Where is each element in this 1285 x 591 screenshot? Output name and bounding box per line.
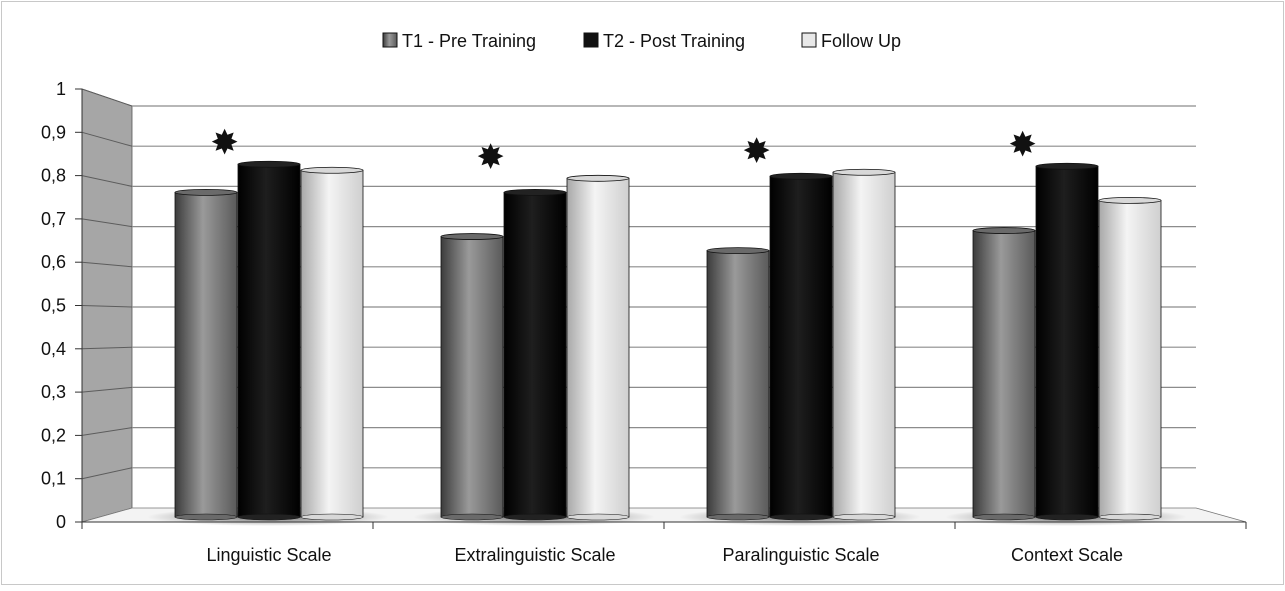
y-tick-label: 0,1 — [41, 469, 66, 489]
bar — [300, 169, 364, 518]
y-tick-label: 0,9 — [41, 122, 66, 142]
y-tick-label: 0,7 — [41, 209, 66, 229]
bar-cap — [972, 227, 1036, 234]
gridline-side — [81, 218, 133, 228]
legend-swatch — [583, 32, 599, 48]
gridline-side — [81, 261, 133, 268]
bar-cap — [1035, 162, 1099, 170]
bar-base — [1098, 513, 1162, 521]
bar-cap — [566, 174, 630, 182]
gridline-side — [81, 88, 133, 107]
bar-cap — [174, 188, 238, 196]
bar — [503, 191, 567, 518]
legend-label: Follow Up — [821, 31, 901, 51]
gridline-side — [81, 467, 133, 480]
bar-base — [237, 513, 301, 521]
y-tick-label: 0,4 — [41, 339, 66, 359]
x-tick-label: Context Scale — [1011, 545, 1123, 565]
x-tick-label: Linguistic Scale — [206, 545, 331, 565]
significance-marker: ✸ — [476, 138, 505, 176]
x-tick-label: Paralinguistic Scale — [722, 545, 879, 565]
gridline-side — [81, 131, 133, 147]
bar-base — [972, 513, 1036, 521]
bar — [706, 250, 770, 518]
y-tick-label: 0 — [56, 512, 66, 532]
bar — [566, 177, 630, 518]
bar-cap — [832, 168, 896, 176]
gridline-side — [81, 427, 133, 436]
bar — [174, 191, 238, 518]
bar — [1098, 199, 1162, 518]
gridline-side — [81, 175, 133, 187]
bar-cap — [1098, 196, 1162, 204]
x-tick-label: Extralinguistic Scale — [454, 545, 615, 565]
bar-base — [706, 513, 770, 521]
bar-base — [300, 513, 364, 521]
y-tick-label: 0,3 — [41, 382, 66, 402]
bar — [972, 230, 1036, 518]
bar-base — [503, 513, 567, 521]
legend-swatch — [801, 32, 817, 48]
significance-marker: ✸ — [210, 124, 239, 162]
bar-cap — [503, 188, 567, 196]
bar-base — [832, 513, 896, 521]
y-tick-label: 0,8 — [41, 166, 66, 186]
significance-marker: ✸ — [1008, 126, 1037, 164]
bar-cap — [237, 160, 301, 168]
legend-label: T2 - Post Training — [603, 31, 745, 51]
y-tick-label: 0,5 — [41, 296, 66, 316]
bar-base — [174, 513, 238, 521]
axes: 0 0,1 0,2 0,3 0,4 0,5 0,6 0,7 0,8 0,9 1 Linguistic … — [41, 79, 1247, 565]
bar-base — [769, 513, 833, 521]
y-tick-label: 0,2 — [41, 425, 66, 445]
bar — [440, 236, 504, 518]
bar — [1035, 165, 1099, 518]
significance-marker: ✸ — [742, 132, 771, 170]
legend-label: T1 - Pre Training — [402, 31, 536, 51]
legend-swatch — [382, 32, 398, 48]
gridline-side — [81, 386, 133, 393]
bar-cap — [440, 233, 504, 240]
y-tick-label: 1 — [56, 79, 66, 99]
gridline-side — [81, 305, 133, 308]
gridline-side — [81, 346, 133, 350]
bar — [769, 175, 833, 518]
bar — [832, 171, 896, 518]
bar-base — [440, 513, 504, 521]
bar-cap — [769, 172, 833, 180]
y-tick-label: 0,6 — [41, 252, 66, 272]
bar — [237, 163, 301, 518]
bars: ✸ ✸ ✸ ✸ — [147, 124, 1187, 526]
bar-cap — [300, 166, 364, 174]
bar-cap — [706, 247, 770, 255]
legend: T1 - Pre Training T2 - Post Training Follo… — [382, 31, 901, 51]
bar-base — [1035, 513, 1099, 521]
bar-base — [566, 513, 630, 521]
